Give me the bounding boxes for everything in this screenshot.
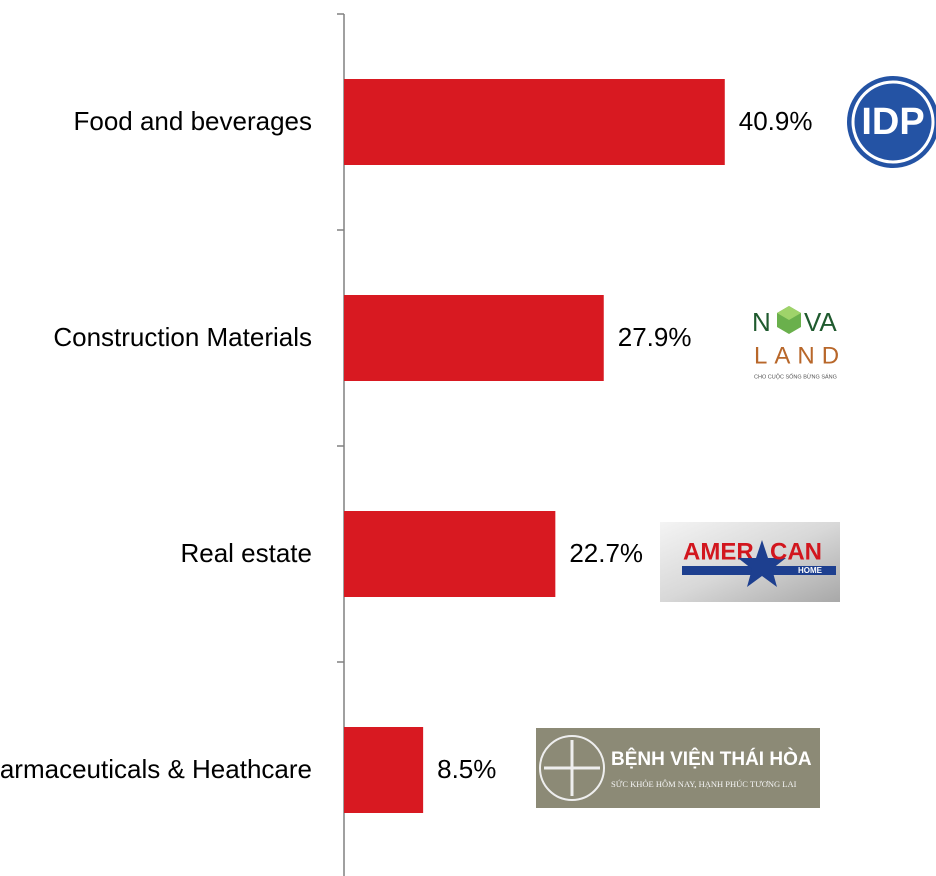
logo-cube-top (777, 306, 801, 320)
logo-text: N (752, 307, 771, 337)
bar (344, 727, 424, 813)
category-label: Construction Materials (53, 322, 312, 352)
logo-text: BỆNH VIỆN THÁI HÒA (611, 748, 812, 770)
logo-slogan: SỨC KHỎE HÔM NAY, HẠNH PHÚC TƯƠNG LAI (611, 779, 797, 789)
logo-text: IDP (861, 101, 924, 143)
category-label: Pharmaceuticals & Heathcare (0, 754, 312, 784)
logo-sub: HOME (798, 566, 823, 575)
bars: 40.9% 27.9% 22.7% 8.5% (344, 79, 813, 813)
value-label: 22.7% (569, 538, 643, 568)
value-label: 40.9% (739, 106, 813, 136)
category-label: Real estate (180, 538, 312, 568)
value-label: 8.5% (437, 754, 496, 784)
bar (344, 79, 725, 165)
logo-text: CAN (770, 538, 822, 565)
logo-novaland: N VA LAND CHO CUỘC SỐNG BỪNG SÁNG (752, 306, 846, 380)
category-axis: Food and beverages Construction Materials… (0, 13, 345, 876)
bar (344, 511, 556, 597)
logo-tagline: CHO CUỘC SỐNG BỪNG SÁNG (754, 373, 837, 380)
bar (344, 295, 604, 381)
logo-text: VA (804, 307, 837, 337)
value-label: 27.9% (618, 322, 692, 352)
logo-star (738, 540, 786, 587)
logo-ring (851, 80, 935, 164)
logo-circle (847, 76, 936, 168)
logo-thai-hoa: BỆNH VIỆN THÁI HÒA SỨC KHỎE HÔM NAY, HẠN… (536, 728, 820, 808)
logo-emblem (539, 735, 605, 801)
logo-text: LAND (754, 342, 846, 369)
logo-american-home: AMER CAN HOME (660, 522, 840, 602)
logo-idp: IDP (847, 76, 936, 168)
category-label: Food and beverages (73, 106, 312, 136)
